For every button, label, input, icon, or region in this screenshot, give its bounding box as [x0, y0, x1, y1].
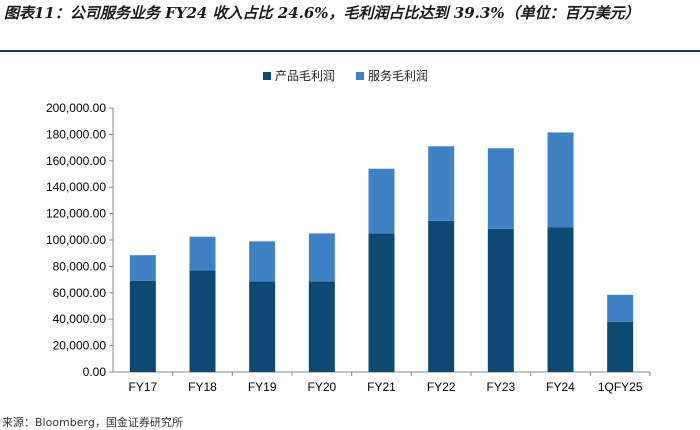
x-axis: FY17 FY18 FY19 FY20 FY21 FY22 FY23 FY24 1QFY25 [113, 371, 651, 394]
source-note: 来源：Bloomberg，国金证券研究所 [2, 416, 183, 429]
x-tick-label: 1QFY25 [598, 380, 643, 394]
x-tick-label: FY19 [248, 380, 277, 394]
legend-swatch-service [356, 72, 364, 80]
y-tick-label: 40,000.00 [53, 312, 107, 326]
x-tick-label: FY23 [486, 380, 515, 394]
bar-product-gross-profit [368, 233, 395, 372]
legend: 产品毛利润 服务毛利润 [263, 68, 428, 83]
bar-service-gross-profit [428, 146, 455, 221]
bar-product-gross-profit [308, 281, 335, 372]
legend-label-product: 产品毛利润 [275, 69, 335, 83]
title-divider [0, 50, 700, 52]
x-tick-label: FY18 [188, 380, 217, 394]
y-tick-label: 80,000.00 [53, 259, 107, 273]
bar-product-gross-profit [547, 227, 574, 372]
bar-product-gross-profit [249, 281, 276, 372]
bar-product-gross-profit [189, 270, 216, 372]
x-tick-label: FY22 [427, 380, 456, 394]
y-tick-label: 120,000.00 [46, 207, 106, 221]
y-tick-label: 100,000.00 [46, 233, 106, 247]
y-tick-label: 20,000.00 [53, 339, 107, 353]
y-tick-label: 180,000.00 [46, 127, 106, 141]
bar-product-gross-profit [607, 321, 634, 372]
legend-swatch-product [263, 72, 271, 80]
x-tick-label: FY20 [307, 380, 336, 394]
chart-title: 图表11：公司服务业务 FY24 收入占比 24.6%，毛利润占比达到 39.3… [4, 4, 640, 22]
y-tick-label: 0.00 [83, 365, 107, 379]
y-tick-label: 140,000.00 [46, 180, 106, 194]
bars [129, 132, 634, 372]
bar-service-gross-profit [368, 168, 395, 234]
bar-product-gross-profit [129, 280, 156, 372]
bar-service-gross-profit [189, 236, 216, 271]
y-tick-label: 160,000.00 [46, 154, 106, 168]
x-tick-label: FY24 [546, 380, 575, 394]
bar-service-gross-profit [249, 241, 276, 282]
y-tick-label: 200,000.00 [46, 101, 106, 115]
legend-label-service: 服务毛利润 [368, 68, 428, 83]
y-tick-label: 60,000.00 [53, 286, 107, 300]
bar-service-gross-profit [487, 148, 514, 229]
bar-service-gross-profit [129, 255, 156, 281]
x-tick-label: FY17 [128, 380, 157, 394]
bar-service-gross-profit [607, 294, 634, 322]
y-axis: 0.00 20,000.00 40,000.00 60,000.00 80,000.00… [46, 101, 114, 379]
bar-service-gross-profit [308, 233, 335, 282]
bar-service-gross-profit [547, 132, 574, 228]
bar-product-gross-profit [428, 220, 455, 372]
x-tick-label: FY21 [367, 380, 396, 394]
bar-product-gross-profit [487, 228, 514, 372]
